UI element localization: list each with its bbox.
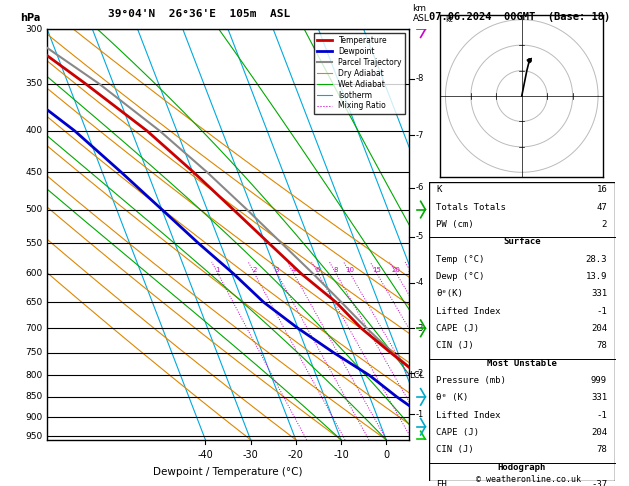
- FancyBboxPatch shape: [429, 182, 615, 481]
- Text: Most Unstable: Most Unstable: [487, 359, 557, 367]
- Text: 900: 900: [26, 413, 43, 421]
- Text: 20: 20: [392, 267, 401, 274]
- Text: -20: -20: [288, 450, 304, 460]
- Text: 4: 4: [292, 267, 296, 274]
- Text: -40: -40: [198, 450, 213, 460]
- Text: Hodograph: Hodograph: [498, 463, 546, 471]
- Text: PW (cm): PW (cm): [437, 220, 474, 229]
- Text: 10: 10: [346, 267, 355, 274]
- Text: Temp (°C): Temp (°C): [437, 255, 485, 263]
- Text: © weatheronline.co.uk: © weatheronline.co.uk: [476, 474, 581, 484]
- Text: 2: 2: [602, 220, 607, 229]
- Text: 6: 6: [316, 267, 320, 274]
- Text: 450: 450: [26, 168, 43, 177]
- Text: Lifted Index: Lifted Index: [437, 411, 501, 419]
- Text: θᵉ(K): θᵉ(K): [437, 289, 464, 298]
- Text: -5: -5: [415, 232, 423, 241]
- Text: 204: 204: [591, 428, 607, 437]
- Text: Dewpoint / Temperature (°C): Dewpoint / Temperature (°C): [153, 467, 303, 477]
- Text: -30: -30: [243, 450, 259, 460]
- Text: 204: 204: [591, 324, 607, 333]
- Text: 78: 78: [596, 341, 607, 350]
- Text: 999: 999: [591, 376, 607, 385]
- Text: -10: -10: [333, 450, 349, 460]
- Legend: Temperature, Dewpoint, Parcel Trajectory, Dry Adiabat, Wet Adiabat, Isotherm, Mi: Temperature, Dewpoint, Parcel Trajectory…: [314, 33, 405, 114]
- Text: Totals Totals: Totals Totals: [437, 203, 506, 211]
- Text: 1: 1: [216, 267, 220, 274]
- Text: 07.06.2024  00GMT  (Base: 18): 07.06.2024 00GMT (Base: 18): [429, 12, 610, 22]
- Text: 700: 700: [26, 324, 43, 333]
- Text: CAPE (J): CAPE (J): [437, 324, 479, 333]
- Text: 800: 800: [26, 371, 43, 380]
- Text: 950: 950: [26, 432, 43, 441]
- Text: -6: -6: [415, 183, 424, 192]
- Text: hPa: hPa: [20, 13, 40, 23]
- Text: Surface: Surface: [503, 237, 540, 246]
- Text: 25: 25: [408, 267, 416, 274]
- Text: 39°04'N  26°36'E  105m  ASL: 39°04'N 26°36'E 105m ASL: [108, 9, 290, 19]
- Text: 331: 331: [591, 393, 607, 402]
- Text: 850: 850: [26, 392, 43, 401]
- Text: 13.9: 13.9: [586, 272, 607, 281]
- Text: 300: 300: [26, 25, 43, 34]
- Text: 8: 8: [334, 267, 338, 274]
- Text: 400: 400: [26, 126, 43, 135]
- Text: -37: -37: [591, 480, 607, 486]
- Text: CAPE (J): CAPE (J): [437, 428, 479, 437]
- Text: 15: 15: [372, 267, 381, 274]
- Text: θᵉ (K): θᵉ (K): [437, 393, 469, 402]
- Text: Dewp (°C): Dewp (°C): [437, 272, 485, 281]
- Text: 3: 3: [275, 267, 279, 274]
- Text: kt: kt: [445, 15, 453, 24]
- Text: 0: 0: [383, 450, 389, 460]
- Text: 550: 550: [26, 239, 43, 248]
- Text: 28.3: 28.3: [586, 255, 607, 263]
- Text: 600: 600: [26, 269, 43, 278]
- Text: 2: 2: [252, 267, 257, 274]
- Text: K: K: [437, 185, 442, 194]
- Text: Lifted Index: Lifted Index: [437, 307, 501, 315]
- Text: -4: -4: [415, 278, 423, 287]
- Text: CIN (J): CIN (J): [437, 445, 474, 454]
- Text: LCL: LCL: [409, 371, 425, 380]
- Text: 350: 350: [26, 79, 43, 88]
- Text: 500: 500: [26, 205, 43, 214]
- Text: -8: -8: [415, 74, 424, 83]
- Text: 331: 331: [591, 289, 607, 298]
- Text: -1: -1: [596, 307, 607, 315]
- Text: 78: 78: [596, 445, 607, 454]
- Text: 650: 650: [26, 297, 43, 307]
- Text: CIN (J): CIN (J): [437, 341, 474, 350]
- Text: EH: EH: [437, 480, 447, 486]
- Text: Pressure (mb): Pressure (mb): [437, 376, 506, 385]
- Text: -1: -1: [596, 411, 607, 419]
- Text: Mixing Ratio (g/kg): Mixing Ratio (g/kg): [442, 195, 450, 274]
- Text: -7: -7: [415, 131, 424, 139]
- Text: 750: 750: [26, 348, 43, 357]
- Text: -3: -3: [415, 324, 424, 333]
- Text: -2: -2: [415, 369, 423, 378]
- Text: km
ASL: km ASL: [413, 3, 430, 23]
- Text: 47: 47: [596, 203, 607, 211]
- Text: -1: -1: [415, 410, 423, 419]
- Text: 16: 16: [596, 185, 607, 194]
